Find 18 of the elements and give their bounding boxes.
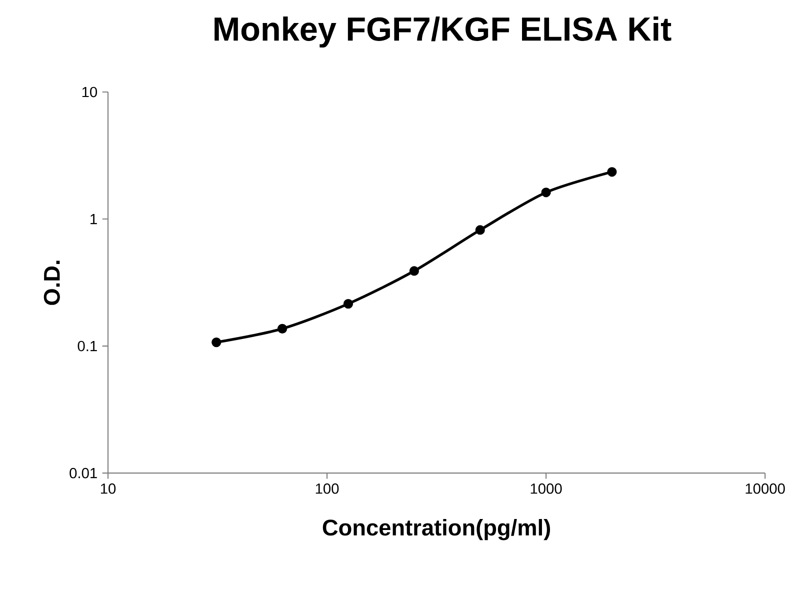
- point: [212, 338, 222, 348]
- x-axis-title: Concentration(pg/ml): [322, 519, 550, 540]
- point: [541, 188, 551, 198]
- x-tick-label: 10: [100, 483, 116, 494]
- x-tick-label: 100: [316, 483, 339, 494]
- point: [475, 225, 485, 235]
- y-tick-label: 0.1: [78, 340, 97, 352]
- y-axis-title: O.D.: [44, 260, 60, 305]
- point: [278, 324, 288, 334]
- y-tick-label: 0.01: [70, 468, 97, 478]
- y-tick-label: 1: [90, 214, 97, 224]
- point: [607, 167, 617, 177]
- y-tick-label: 10: [82, 86, 98, 98]
- x-tick-label: 10000: [746, 483, 785, 494]
- point: [409, 266, 419, 276]
- point: [343, 299, 354, 309]
- x-tick-label: 1000: [530, 483, 562, 494]
- chart-title: Monkey FGF7/KGF ELISA Kit: [214, 16, 672, 48]
